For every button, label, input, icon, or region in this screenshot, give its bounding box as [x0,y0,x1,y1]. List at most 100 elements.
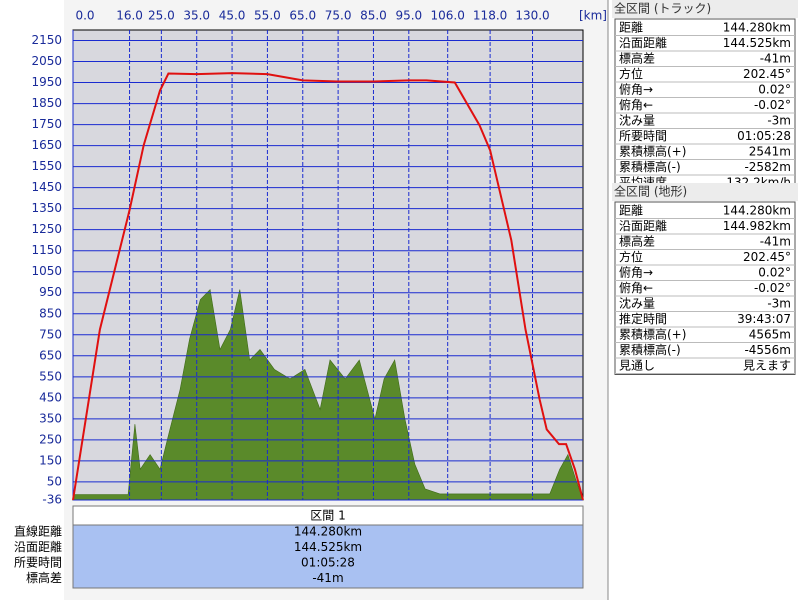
y-tick-label: 1150 [31,243,62,257]
x-tick-label: 65.0 [289,9,316,23]
row-label: 俯角→ [619,82,653,97]
panel-title: 全区間 (地形) [614,184,687,199]
y-tick-label: 1250 [31,222,62,236]
terrain-area [72,288,584,501]
row-value: -3m [767,114,791,128]
row-value: -41m [760,52,791,66]
x-tick-label: 45.0 [219,9,246,23]
y-tick-label: 850 [39,306,62,320]
row-label: 累積標高(-) [619,159,681,174]
row-label: 標高差 [619,234,655,249]
section-value: -41m [312,571,343,585]
y-tick-label: 650 [39,348,62,362]
panel-box [614,201,796,375]
row-label: 沿面距離 [619,36,667,50]
x-unit-label: [km] [579,9,607,23]
row-value: 2541m [749,145,791,159]
row-label: 標高差 [619,51,655,66]
x-tick-label: 55.0 [254,9,281,23]
row-value: -0.02° [754,281,791,295]
section-label: 直線距離 [14,524,62,539]
row-value: 144.280km [723,204,791,218]
x-tick-label: 118.0 [473,9,507,23]
section-label: 沿面距離 [14,540,62,554]
y-tick-label: 150 [39,453,62,467]
y-tick-label: 250 [39,432,62,446]
row-label: 見通し [619,359,655,373]
row-value: -4556m [744,343,791,357]
x-tick-label: 16.0 [116,9,143,23]
x-tick-label: 130.0 [515,9,549,23]
row-label: 俯角→ [619,265,653,280]
section-label: 所要時間 [14,556,62,570]
y-tick-label: -36 [42,493,62,507]
panel-title-bg [612,0,798,18]
y-tick-label: 1750 [31,117,62,131]
y-tick-label: 1550 [31,159,62,173]
y-tick-label: 350 [39,411,62,425]
panel-title-bg [612,183,798,201]
y-tick-label: 1850 [31,96,62,110]
row-label: 沿面距離 [619,219,667,233]
x-tick-label: 95.0 [395,9,422,23]
row-value: 01:05:28 [737,129,791,143]
x-tick-label: 75.0 [325,9,352,23]
row-value: -2582m [744,160,791,174]
row-value: 202.45° [743,67,791,81]
y-tick-label: 2050 [31,54,62,68]
row-value: 144.280km [723,21,791,35]
row-label: 沈み量 [619,296,655,311]
y-tick-label: 1650 [31,138,62,152]
x-tick-label: 25.0 [148,9,175,23]
row-value: 144.525km [723,36,791,50]
row-value: 見えます [743,359,791,373]
row-value: -3m [767,297,791,311]
panel-title: 全区間 (トラック) [614,1,711,16]
y-tick-label: 750 [39,327,62,341]
row-label: 俯角← [619,280,653,295]
row-label: 累積標高(-) [619,342,681,357]
panel-box [614,18,796,192]
row-label: 方位 [619,249,643,264]
plot: -36 50 150 250 350 450 550 650 750 850 950 1050 1150… [31,9,607,507]
y-tick-label: 550 [39,369,62,383]
section-title: 区間 1 [310,509,345,523]
section-value: 01:05:28 [301,556,355,570]
y-tick-label: 50 [47,474,62,488]
row-label: 距離 [619,21,643,35]
y-tick-label: 1350 [31,201,62,215]
y-tick-label: 950 [39,285,62,299]
row-value: 202.45° [743,250,791,264]
y-tick-label: 1050 [31,264,62,278]
row-value: 0.02° [758,266,791,280]
row-value: 0.02° [758,83,791,97]
row-label: 距離 [619,204,643,218]
x-tick-label: 85.0 [360,9,387,23]
row-label: 俯角← [619,97,653,112]
x-tick-label: 106.0 [431,9,465,23]
ui: 区間 1 直線距離 144.280km 沿面距離 144.525km 所要時間 01:05:… [14,0,798,589]
row-value: -41m [760,235,791,249]
row-value: -0.02° [754,98,791,112]
section-value: 144.525km [294,540,362,554]
section-value: 144.280km [294,525,362,539]
section-body [72,524,584,589]
row-label: 累積標高(+) [619,327,686,342]
track-line [72,72,584,501]
row-label: 推定時間 [619,311,667,326]
row-value: 4565m [749,328,791,342]
row-label: 沈み量 [619,113,655,128]
y-tick-label: 2150 [31,33,62,47]
y-tick-label: 1450 [31,180,62,194]
row-label: 方位 [619,66,643,81]
x-tick-label: 0.0 [75,9,94,23]
row-label: 累積標高(+) [619,144,686,159]
y-tick-label: 1950 [31,75,62,89]
row-value: 39:43:07 [737,312,791,326]
row-value: 144.982km [723,219,791,233]
y-tick-label: 450 [39,390,62,404]
x-tick-label: 35.0 [183,9,210,23]
section-label: 標高差 [26,570,62,585]
